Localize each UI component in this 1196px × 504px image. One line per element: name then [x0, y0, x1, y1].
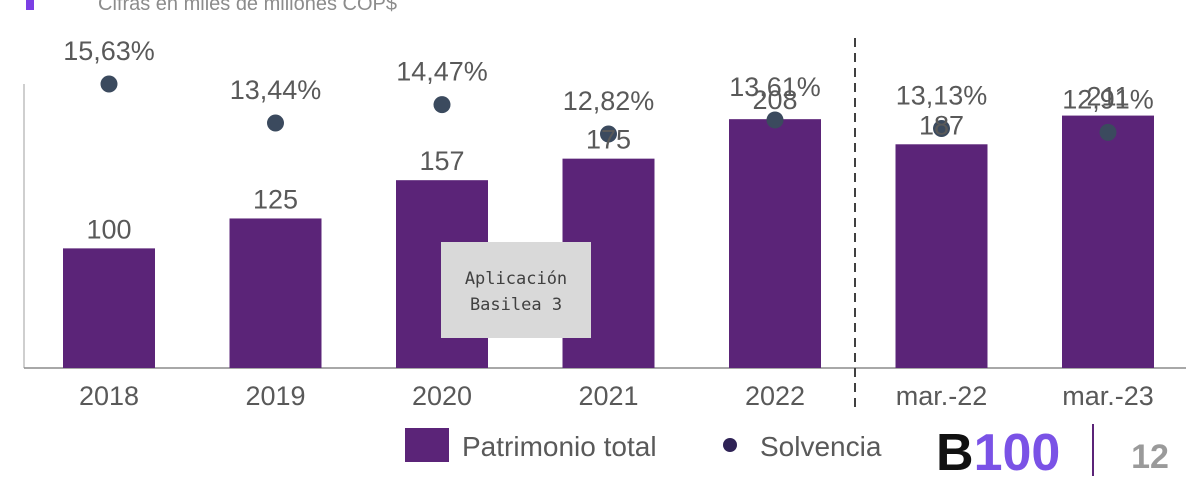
bar-value-label-6: 211 [1086, 82, 1129, 112]
x-tick-label-2: 2020 [412, 381, 472, 411]
solvencia-label-6: 12,91% [1062, 84, 1154, 114]
svg-text:B100: B100 [936, 424, 1060, 482]
bar-value-label-5: 187 [919, 110, 964, 140]
basilea-annotation: Aplicación Basilea 3 [441, 242, 591, 338]
solvencia-dot-6 [1099, 123, 1117, 141]
annotation-line-2: Basilea 3 [470, 295, 562, 315]
logo-number: 100 [974, 424, 1061, 482]
x-tick-label-0: 2018 [79, 381, 139, 411]
solvencia-dot-2 [433, 96, 451, 114]
x-tick-label-6: mar.-23 [1062, 381, 1154, 411]
bar-0 [63, 248, 155, 368]
x-tick-label-1: 2019 [245, 381, 305, 411]
logo-letter: B [936, 424, 974, 482]
annotation-box [441, 242, 591, 338]
subtitle-bullet [26, 0, 34, 10]
bar-1 [229, 218, 322, 368]
annotation-line-1: Aplicación [465, 269, 567, 289]
bar-value-label-1: 125 [253, 184, 298, 214]
solvencia-dot-5 [933, 119, 950, 137]
solvencia-dot-4 [766, 111, 784, 129]
solvencia-label-1: 13,44% [230, 75, 322, 105]
bar-4 [729, 119, 821, 368]
bar-value-label-3: 175 [586, 125, 631, 155]
solvencia-label-4: 13,61% [729, 72, 821, 102]
x-tick-label-5: mar.-22 [896, 381, 988, 411]
legend-dot-swatch [723, 438, 737, 452]
bar-5 [895, 144, 988, 368]
solvencia-label-3: 12,82% [563, 86, 655, 116]
solvencia-dot-3 [600, 125, 617, 143]
x-tick-label-3: 2021 [578, 381, 638, 411]
bar-value-label-4: 208 [752, 85, 797, 115]
solvencia-label-0: 15,63% [63, 36, 155, 66]
bar-6 [1062, 115, 1154, 368]
b100-logo: B100 [936, 424, 1060, 482]
legend-bar-swatch [405, 428, 449, 462]
subtitle: Cifras en miles de millones COP$ [98, 0, 397, 15]
bar-value-label-0: 100 [86, 214, 131, 244]
x-tick-label-4: 2022 [745, 381, 805, 411]
solvencia-dot-1 [267, 114, 284, 132]
legend-item-solvencia: Solvencia [760, 431, 882, 462]
solvencia-label-5: 13,13% [896, 80, 988, 110]
page-number: 12 [1131, 438, 1169, 476]
solvencia-label-2: 14,47% [396, 57, 488, 87]
solvencia-dot-0 [100, 75, 118, 93]
legend: Patrimonio total Solvencia [405, 428, 882, 462]
legend-item-patrimonio: Patrimonio total [462, 431, 657, 462]
bar-value-label-2: 157 [419, 146, 464, 176]
